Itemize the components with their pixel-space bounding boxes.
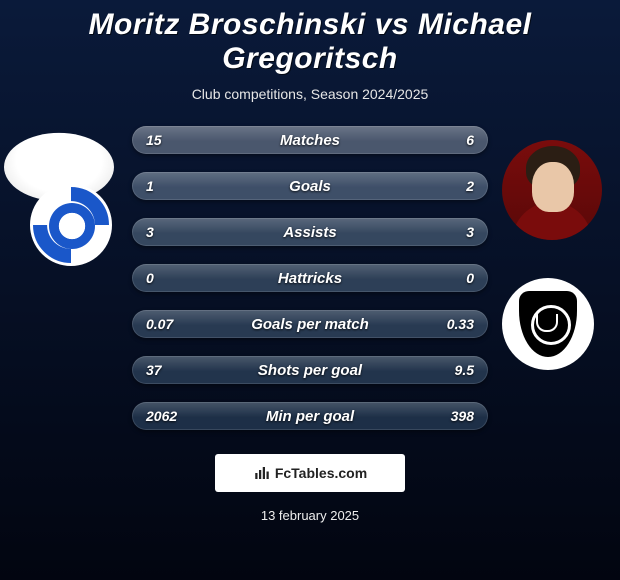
stat-label: Matches bbox=[132, 132, 488, 149]
stat-row: 37Shots per goal9.5 bbox=[132, 356, 488, 384]
stat-label: Assists bbox=[132, 224, 488, 241]
stat-left-value: 0 bbox=[146, 270, 154, 286]
stat-row: 1Goals2 bbox=[132, 172, 488, 200]
stat-right-value: 0.33 bbox=[447, 316, 474, 332]
stat-row: 3Assists3 bbox=[132, 218, 488, 246]
brand-badge[interactable]: FcTables.com bbox=[215, 454, 405, 492]
chart-icon bbox=[253, 464, 271, 482]
club-left-badge: VfL bbox=[30, 184, 112, 266]
club-left-label: VfL bbox=[33, 217, 109, 229]
stat-right-value: 9.5 bbox=[455, 362, 474, 378]
stat-label: Min per goal bbox=[132, 408, 488, 425]
date-text: 13 february 2025 bbox=[0, 508, 620, 523]
page-title: Moritz Broschinski vs Michael Gregoritsc… bbox=[0, 0, 620, 76]
stat-left-value: 1 bbox=[146, 178, 154, 194]
stat-left-value: 0.07 bbox=[146, 316, 173, 332]
stat-label: Hattricks bbox=[132, 270, 488, 287]
club-right-badge bbox=[502, 278, 594, 370]
stat-left-value: 2062 bbox=[146, 408, 177, 424]
brand-text: FcTables.com bbox=[275, 465, 367, 481]
stat-row: 15Matches6 bbox=[132, 126, 488, 154]
stat-right-value: 398 bbox=[451, 408, 474, 424]
stat-row: 0.07Goals per match0.33 bbox=[132, 310, 488, 338]
stat-right-value: 0 bbox=[466, 270, 474, 286]
stat-right-value: 6 bbox=[466, 132, 474, 148]
stat-label: Goals bbox=[132, 178, 488, 195]
stat-left-value: 15 bbox=[146, 132, 162, 148]
stat-row: 2062Min per goal398 bbox=[132, 402, 488, 430]
stat-row: 0Hattricks0 bbox=[132, 264, 488, 292]
stat-left-value: 37 bbox=[146, 362, 162, 378]
stat-right-value: 3 bbox=[466, 224, 474, 240]
stat-rows: 15Matches6 1Goals2 3Assists3 0Hattricks0 0.0… bbox=[132, 126, 488, 430]
stat-right-value: 2 bbox=[466, 178, 474, 194]
player-right-avatar bbox=[502, 140, 602, 240]
stat-left-value: 3 bbox=[146, 224, 154, 240]
stat-label: Shots per goal bbox=[132, 362, 488, 379]
subtitle: Club competitions, Season 2024/2025 bbox=[0, 86, 620, 102]
stat-label: Goals per match bbox=[132, 316, 488, 333]
